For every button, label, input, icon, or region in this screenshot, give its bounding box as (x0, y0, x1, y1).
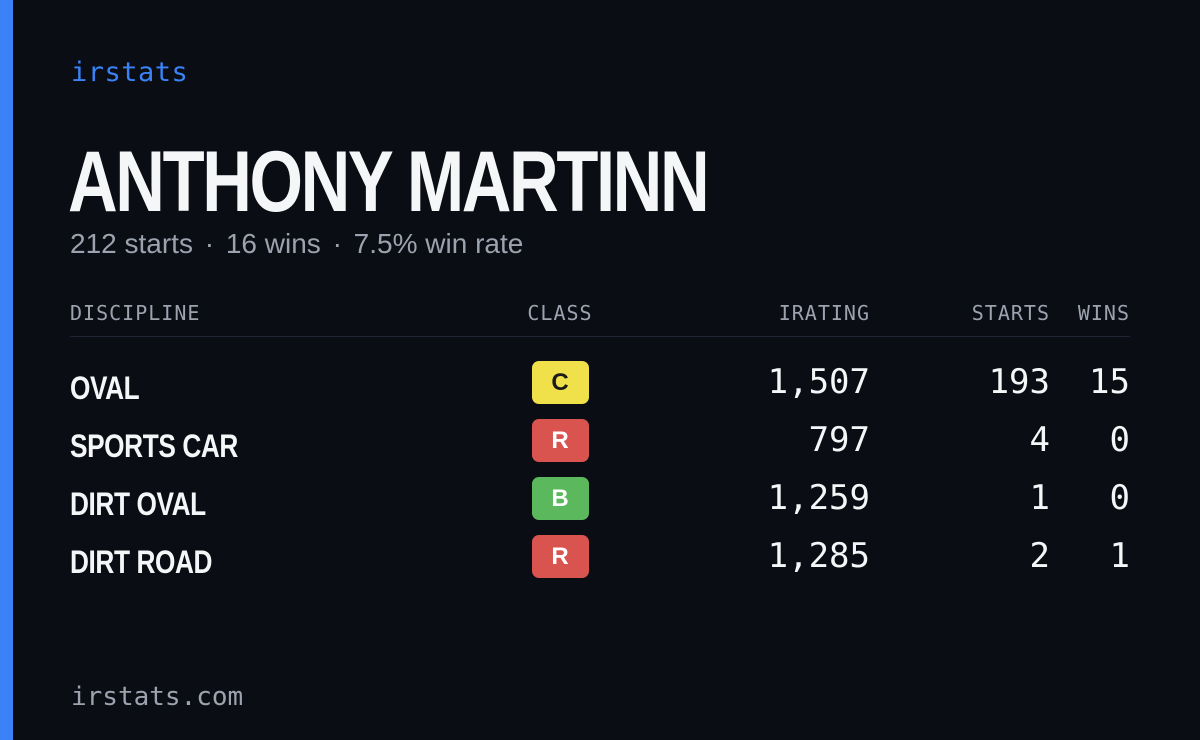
irating-value: 797 (808, 420, 870, 460)
irating-value: 1,285 (767, 536, 870, 576)
class-badge: C (531, 360, 589, 404)
class-badge: R (531, 534, 589, 578)
header-class: CLASS (500, 290, 620, 337)
wins-summary: 16 wins (225, 228, 321, 259)
irating-value: 1,507 (767, 362, 870, 402)
starts-summary: 212 starts (70, 228, 193, 259)
accent-bar (0, 0, 13, 740)
starts-value: 4 (1029, 420, 1050, 460)
class-badge: B (531, 476, 589, 520)
starts-value: 1 (1029, 478, 1050, 518)
header-discipline: DISCIPLINE (70, 290, 500, 337)
wins-value: 0 (1109, 420, 1130, 460)
wins-value: 1 (1109, 536, 1130, 576)
player-summary: 212 starts · 16 wins · 7.5% win rate (70, 226, 523, 262)
player-name: ANTHONY MARTINN (68, 134, 710, 230)
separator: · (204, 228, 215, 259)
footer-site-link[interactable]: irstats.com (71, 682, 244, 712)
header-wins: WINS (1050, 290, 1130, 337)
table-row: DIRT ROAD R 1,285 2 1 (70, 527, 1130, 585)
header-irating: IRATING (620, 290, 870, 337)
class-badge: R (531, 418, 589, 462)
discipline-name: SPORTS CAR (70, 427, 238, 464)
table-row: DIRT OVAL B 1,259 1 0 (70, 469, 1130, 527)
wins-value: 0 (1109, 478, 1130, 518)
separator: · (332, 228, 342, 259)
starts-value: 2 (1029, 536, 1050, 576)
table-row: SPORTS CAR R 797 4 0 (70, 411, 1130, 469)
discipline-name: DIRT OVAL (70, 485, 206, 522)
header-starts: STARTS (870, 290, 1050, 337)
starts-value: 193 (988, 362, 1050, 402)
irating-value: 1,259 (767, 478, 870, 518)
table-header-row: DISCIPLINE CLASS IRATING STARTS WINS (70, 290, 1130, 337)
wins-value: 15 (1089, 362, 1130, 402)
winrate-summary: 7.5% win rate (353, 228, 524, 259)
table-row: OVAL C 1,507 193 15 (70, 337, 1130, 412)
stats-table: DISCIPLINE CLASS IRATING STARTS WINS OVA… (70, 290, 1130, 585)
brand-logo[interactable]: irstats (71, 57, 189, 88)
discipline-name: DIRT ROAD (70, 543, 213, 580)
discipline-name: OVAL (70, 369, 140, 406)
